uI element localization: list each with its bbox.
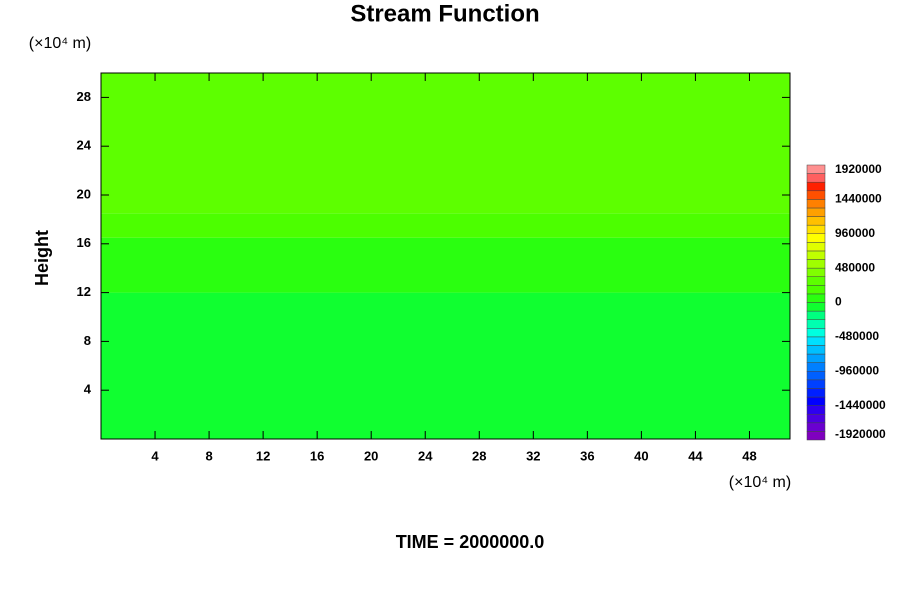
colorbar-swatch	[806, 233, 826, 243]
colorbar-swatch	[806, 181, 826, 192]
x-tick-label: 28	[472, 448, 486, 463]
colorbar-swatch	[806, 422, 826, 432]
contour-band	[101, 73, 790, 214]
colorbar-swatch	[806, 302, 826, 312]
x-tick-label: 4	[151, 448, 159, 463]
colorbar-label: -1440000	[835, 398, 886, 412]
colorbar-swatch	[806, 345, 826, 355]
colorbar-label: 960000	[835, 226, 875, 240]
y-tick-label: 28	[77, 89, 91, 104]
colorbar-swatch	[806, 431, 826, 441]
colorbar-swatch	[806, 250, 826, 260]
y-tick-label: 4	[84, 382, 92, 397]
y-tick-label: 12	[77, 284, 91, 299]
contour-band	[101, 237, 790, 293]
plot-frame	[100, 72, 791, 440]
colorbar-swatch	[806, 199, 826, 209]
x-tick-label: 24	[418, 448, 433, 463]
colorbar-swatch	[806, 319, 826, 329]
y-tick-label: 24	[77, 138, 92, 153]
x-tick-label: 44	[688, 448, 703, 463]
colorbar-label: 0	[835, 295, 842, 309]
colorbar-swatch	[806, 259, 826, 269]
contour-band	[101, 292, 790, 439]
colorbar-swatch	[806, 285, 826, 295]
colorbar-swatch	[806, 207, 826, 217]
colorbar-swatch	[806, 379, 826, 389]
colorbar-label: -1920000	[835, 427, 886, 441]
colorbar-swatch	[806, 293, 826, 303]
colorbar-swatch	[806, 396, 826, 406]
colorbar-label: 1440000	[835, 192, 882, 206]
x-tick-label: 12	[256, 448, 270, 463]
colorbar-swatch	[806, 310, 826, 320]
colorbar-swatch	[806, 405, 826, 415]
x-tick-label: 48	[742, 448, 756, 463]
colorbar-label: -480000	[835, 329, 879, 343]
contour-band	[101, 213, 790, 238]
y-unit: (×10⁴ m)	[29, 35, 91, 52]
x-tick-label: 36	[580, 448, 594, 463]
colorbar-swatch	[806, 353, 826, 363]
colorbar-swatch	[806, 362, 826, 372]
chart-title: Stream Function	[350, 0, 539, 27]
colorbar-label: 480000	[835, 260, 875, 274]
x-tick-label: 40	[634, 448, 648, 463]
colorbar-swatch	[806, 173, 826, 183]
y-axis-label: Height	[32, 230, 52, 286]
colorbar-swatch	[806, 242, 826, 252]
colorbar-swatch	[806, 267, 826, 277]
colorbar-swatch	[806, 224, 826, 234]
x-tick-label: 20	[364, 448, 378, 463]
x-tick-label: 8	[205, 448, 212, 463]
y-tick-label: 8	[84, 333, 91, 348]
y-tick-label: 16	[77, 235, 91, 250]
colorbar-swatch	[806, 276, 826, 286]
colorbar-swatch	[806, 336, 826, 346]
colorbar-swatch	[806, 164, 826, 174]
x-tick-label: 32	[526, 448, 540, 463]
colorbar-swatch	[806, 413, 826, 424]
colorbar-swatch	[806, 388, 826, 398]
y-tick-label: 20	[77, 186, 91, 201]
footer: TIME = 2000000.0	[396, 532, 545, 552]
colorbar-swatch	[806, 371, 826, 381]
x-tick-label: 16	[310, 448, 324, 463]
colorbar-swatch	[806, 190, 826, 200]
colorbar-label: -960000	[835, 363, 879, 377]
x-unit: (×10⁴ m)	[729, 474, 791, 491]
colorbar-swatch	[806, 216, 826, 226]
colorbar-swatch	[806, 328, 826, 338]
colorbar-label: 1920000	[835, 162, 882, 176]
